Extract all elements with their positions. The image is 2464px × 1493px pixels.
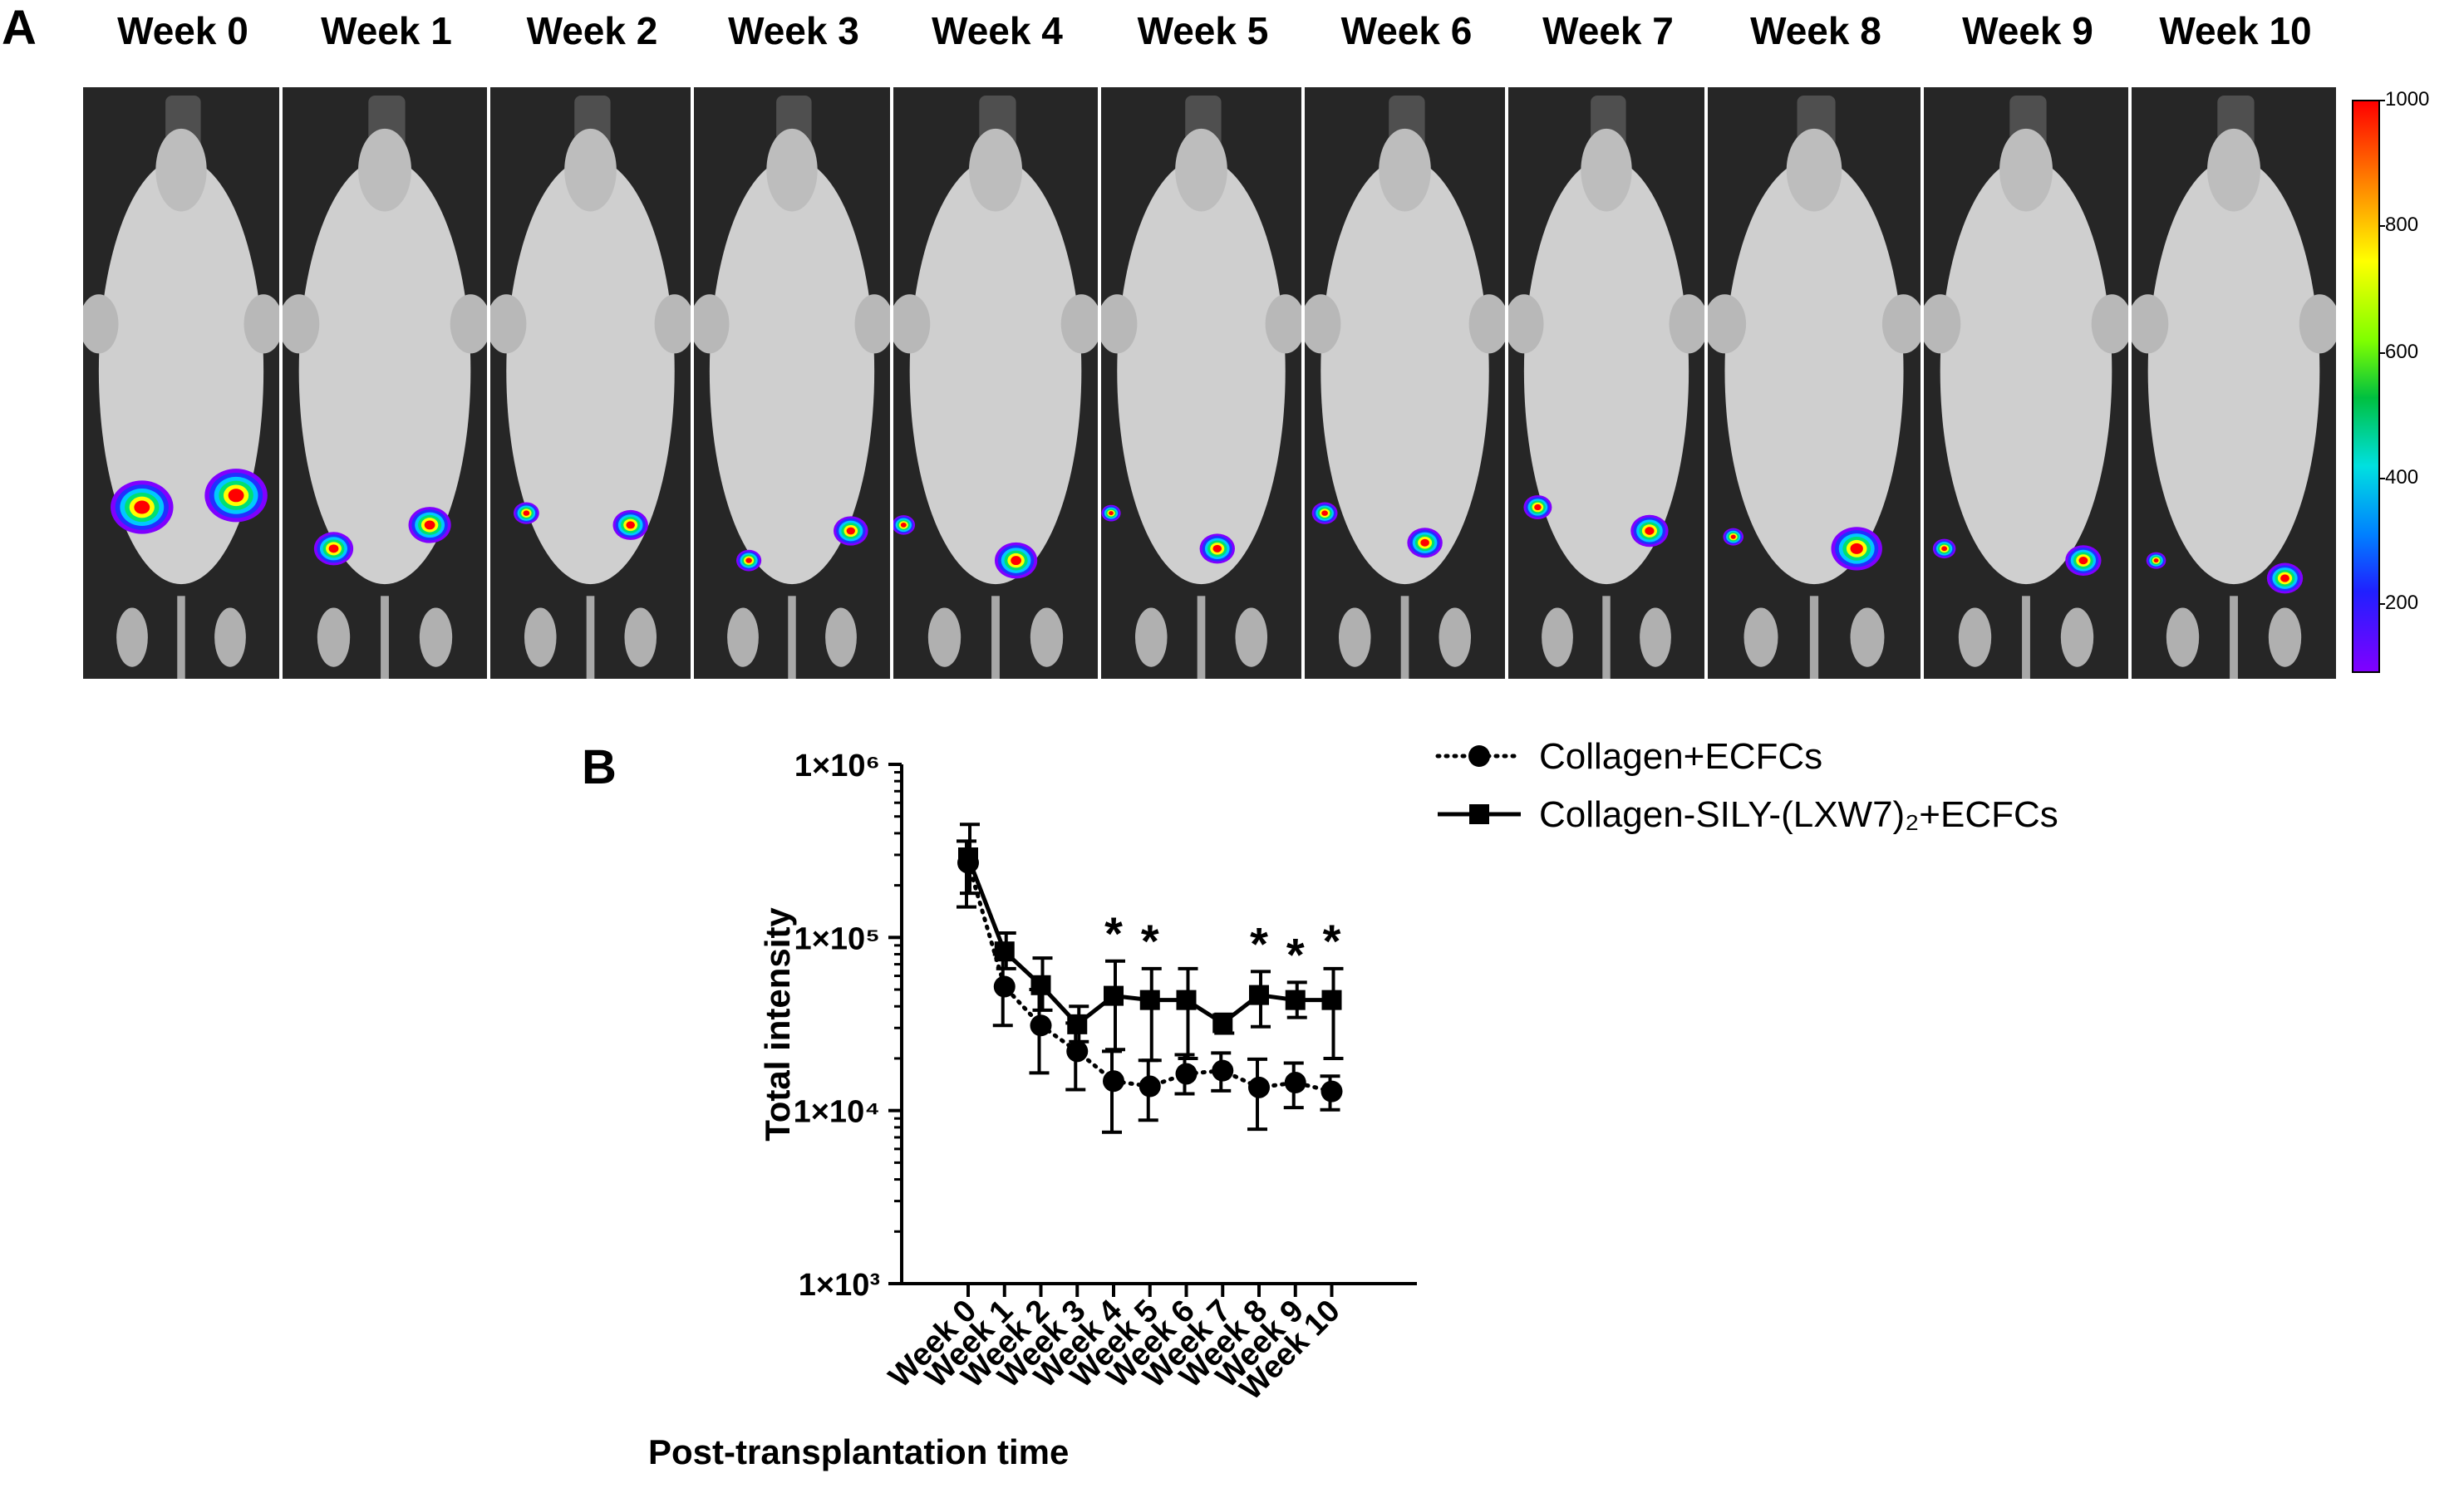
- week-label: Week 8: [1750, 9, 1881, 52]
- y-tick-label: 1×10⁵: [794, 921, 880, 956]
- colorbar-tick: 1000: [2385, 88, 2430, 111]
- week-label: Week 1: [321, 9, 452, 52]
- data-point-square: [1104, 985, 1124, 1006]
- data-point-circle: [1139, 1075, 1161, 1098]
- intensity-colorbar: [2352, 100, 2380, 673]
- data-point-circle: [1212, 1059, 1234, 1082]
- week-label: Week 3: [728, 9, 859, 52]
- colorbar-tick: 600: [2385, 341, 2419, 363]
- data-point-square: [1321, 990, 1342, 1010]
- panel-a-letter: A: [2, 1, 37, 55]
- data-point-square: [1067, 1014, 1088, 1034]
- colorbar-tick: 400: [2385, 466, 2419, 489]
- mouse-image-panel: [283, 87, 487, 679]
- data-point-circle: [993, 975, 1016, 998]
- mouse-image-panel: [2132, 87, 2336, 679]
- data-point-square: [1285, 990, 1306, 1010]
- colorbar-tick: 200: [2385, 592, 2419, 614]
- colorbar-tick: 800: [2385, 214, 2419, 236]
- legend-label: Collagen+ECFCs: [1539, 736, 1822, 777]
- data-point-circle: [1103, 1070, 1124, 1093]
- data-point-square: [1139, 990, 1160, 1010]
- mouse-image-panel: [1924, 87, 2128, 679]
- significance-star: *: [1250, 917, 1268, 970]
- week-label: Week 6: [1340, 9, 1473, 52]
- data-point-circle: [1066, 1040, 1089, 1063]
- data-point-circle: [1175, 1063, 1198, 1085]
- mouse-image-panel: [1305, 87, 1505, 679]
- week-label: Week 2: [526, 9, 658, 52]
- legend-label: Collagen-SILY-(LXW7)₂+ECFCs: [1539, 794, 2058, 835]
- mouse-image-panel: [694, 87, 890, 679]
- data-point-square: [1176, 990, 1197, 1010]
- significance-star: *: [1141, 915, 1159, 967]
- week-label: Week 7: [1542, 9, 1674, 52]
- significance-star: *: [1323, 915, 1341, 967]
- week-label: Week 0: [117, 9, 248, 52]
- mouse-image-panel: [1101, 87, 1301, 679]
- significance-star: *: [1286, 928, 1305, 980]
- data-point-circle: [1248, 1076, 1270, 1098]
- y-tick-label: 1×10³: [799, 1268, 880, 1303]
- data-point-circle: [1284, 1072, 1306, 1094]
- week-label: Week 5: [1137, 9, 1269, 52]
- week-label: Week 9: [1962, 9, 2093, 52]
- y-tick-label: 1×10⁶: [794, 749, 880, 783]
- y-tick-label: 1×10⁴: [794, 1095, 880, 1130]
- mouse-image-panel: [1508, 87, 1704, 679]
- legend-marker-circle: [1468, 745, 1490, 767]
- mouse-image-panel: [1708, 87, 1921, 679]
- data-point-square: [1249, 985, 1269, 1005]
- week-label: Week 10: [2159, 9, 2312, 52]
- data-point-circle: [1321, 1080, 1343, 1103]
- legend-marker-square: [1469, 804, 1489, 824]
- week-label: Week 4: [932, 9, 1063, 52]
- mouse-image-panel: [893, 87, 1098, 679]
- x-axis-title: Post-transplantation time: [648, 1432, 1069, 1471]
- data-point-square: [1030, 975, 1051, 995]
- y-axis-title: Total intensity: [758, 907, 797, 1142]
- mouse-image-panel: [83, 87, 279, 679]
- mouse-image-panel: [490, 87, 691, 679]
- data-point-square: [1212, 1013, 1233, 1034]
- data-point-square: [958, 847, 978, 868]
- data-point-square: [994, 941, 1015, 962]
- panel-b-letter: B: [582, 740, 617, 794]
- data-point-circle: [1030, 1014, 1052, 1037]
- significance-star: *: [1104, 907, 1123, 960]
